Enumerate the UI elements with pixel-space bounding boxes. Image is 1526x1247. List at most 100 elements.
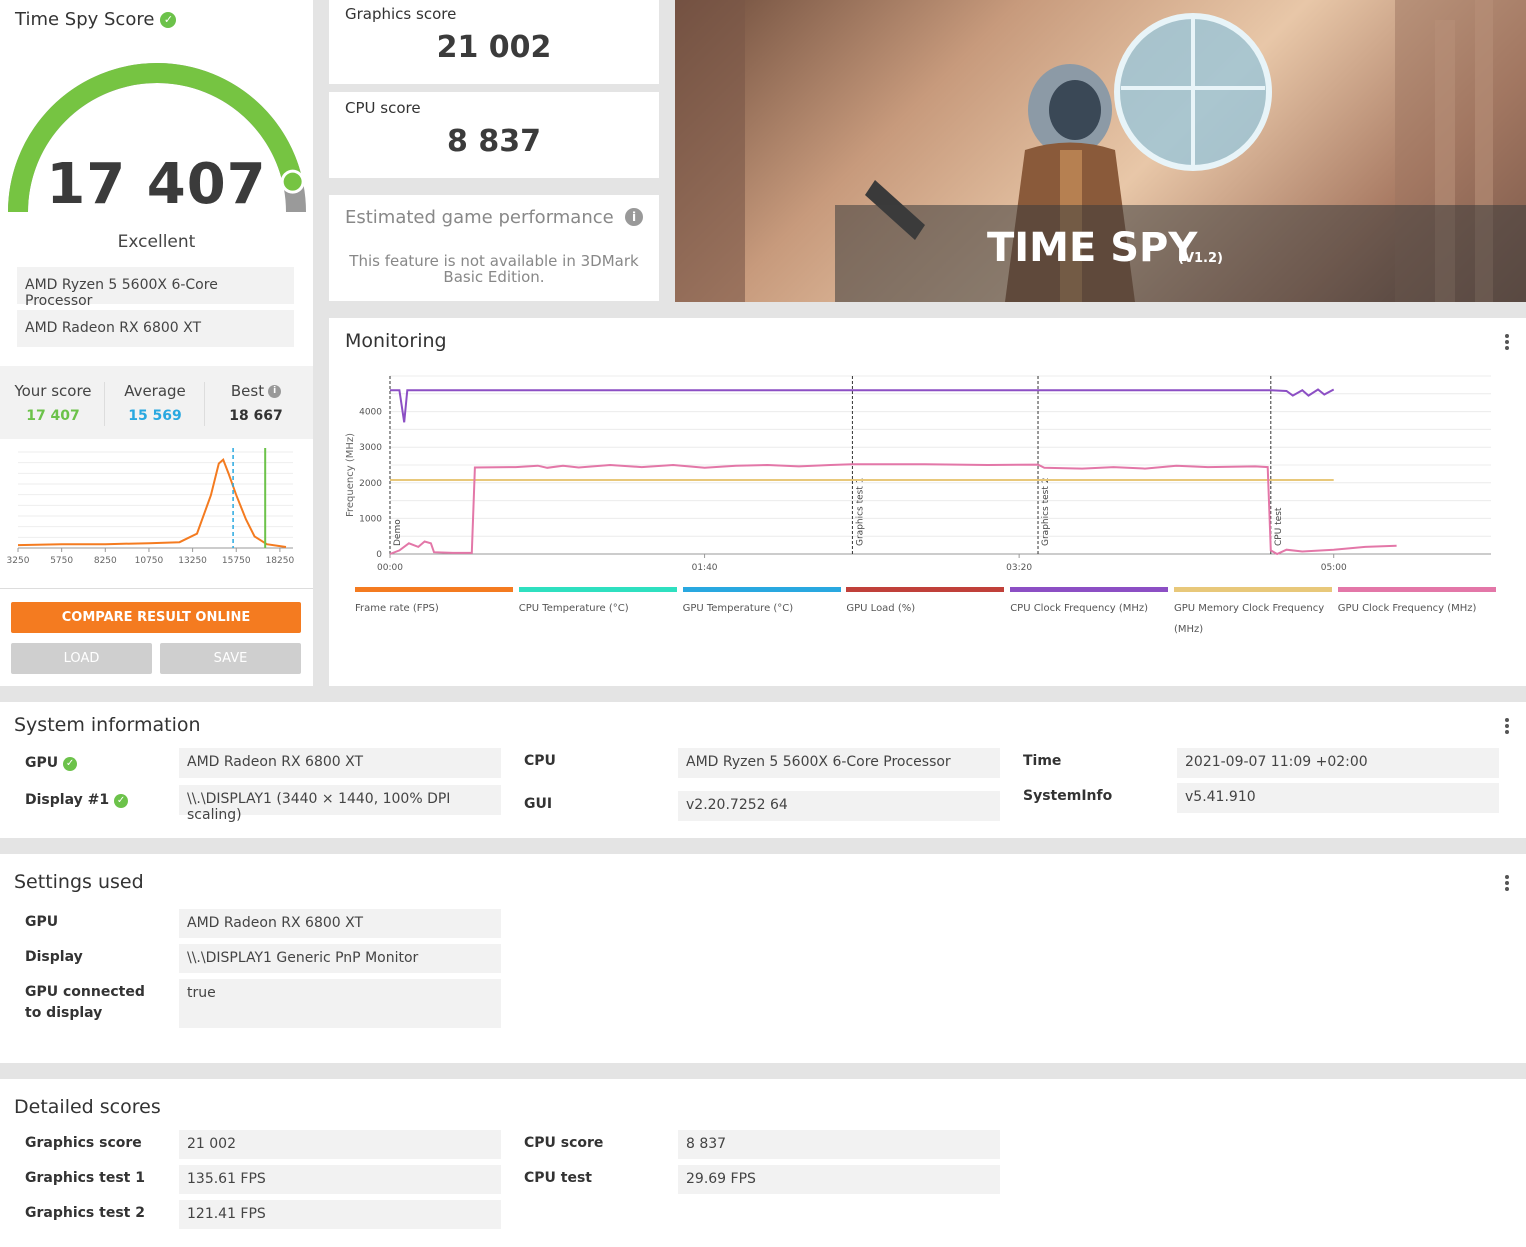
estimated-performance-title: Estimated game performance: [345, 207, 614, 228]
legend-item[interactable]: GPU Load (%): [846, 587, 1005, 619]
monitoring-title: Monitoring: [345, 330, 447, 352]
legend-label: GPU Temperature (°C): [682, 603, 794, 614]
distribution-curve: [17, 458, 287, 548]
display-label-text: Display #1: [25, 792, 110, 808]
time-value: 2021-09-07 11:09 +02:00: [1177, 748, 1499, 778]
test-marker-label: Graphics test 2: [1041, 478, 1051, 546]
legend-color-bar: [846, 587, 1005, 592]
display-value: \\.\DISPLAY1 (3440 × 1440, 100% DPI scal…: [179, 785, 501, 823]
gpu-connected-label: GPU connected to display: [25, 984, 145, 1021]
system-information-title: System information: [14, 714, 201, 736]
graphics-score-label: Graphics score: [25, 1135, 142, 1151]
legend-color-bar: [355, 587, 513, 592]
graphics-test-2-label: Graphics test 2: [25, 1205, 145, 1221]
legend-color-bar: [518, 587, 677, 592]
time-label: Time: [1023, 753, 1062, 769]
average-column: Average 15 569: [114, 382, 196, 424]
legend-label: CPU Temperature (°C): [518, 603, 629, 614]
x-tick-label: 8250: [94, 556, 117, 566]
x-tick-label: 05:00: [1321, 563, 1347, 573]
gpu-name: AMD Radeon RX 6800 XT: [17, 310, 294, 347]
gui-value: v2.20.7252 64: [678, 791, 1000, 821]
legend-item[interactable]: GPU Clock Frequency (MHz): [1337, 587, 1496, 619]
best-label: Best i: [214, 382, 298, 400]
legend-item[interactable]: GPU Memory Clock Frequency (MHz): [1174, 587, 1332, 640]
your-score-label: Your score: [14, 382, 92, 400]
load-button[interactable]: LOAD: [11, 643, 152, 674]
cpu-score-label: CPU score: [524, 1135, 604, 1151]
info-icon[interactable]: i: [268, 384, 282, 398]
check-icon: ✓: [63, 756, 78, 771]
divider: [104, 382, 105, 426]
legend-color-bar: [682, 587, 841, 592]
legend-item[interactable]: GPU Temperature (°C): [682, 587, 841, 619]
cpu-label: CPU: [524, 753, 556, 769]
legend-item[interactable]: Frame rate (FPS): [355, 587, 513, 619]
legend-color-bar: [1010, 587, 1169, 592]
x-tick-label: 10750: [135, 556, 164, 566]
x-tick-label: 5750: [50, 556, 73, 566]
gpu-value: AMD Radeon RX 6800 XT: [179, 748, 501, 778]
cpu-score-label: CPU score: [345, 99, 421, 117]
more-options-icon[interactable]: [1504, 873, 1510, 893]
graphics-score-card: Graphics score 21 002: [329, 0, 659, 84]
settings-display-value: \\.\DISPLAY1 Generic PnP Monitor: [179, 944, 501, 973]
estimated-game-performance-card: Estimated game performance i This featur…: [329, 195, 659, 301]
gauge-knob: [283, 172, 302, 191]
cpu-score-value: 8 837: [678, 1130, 1000, 1159]
gauge-fill: [8, 63, 303, 213]
info-icon[interactable]: i: [625, 208, 643, 226]
detailed-scores-title: Detailed scores: [14, 1096, 161, 1118]
cpu-test-value: 29.69 FPS: [678, 1165, 1000, 1194]
legend-color-bar: [1337, 587, 1496, 592]
series-line: [389, 463, 1397, 556]
legend-label: GPU Memory Clock Frequency (MHz): [1174, 603, 1325, 635]
more-options-icon[interactable]: [1504, 332, 1510, 352]
compare-result-online-button[interactable]: COMPARE RESULT ONLINE: [11, 602, 301, 633]
save-button[interactable]: SAVE: [160, 643, 301, 674]
score-comparison: Your score 17 407 Average 15 569 Best i …: [0, 366, 313, 439]
your-score-value: 17 407: [26, 408, 80, 424]
score-title: Time Spy Score ✓: [15, 9, 177, 30]
cpu-test-label: CPU test: [524, 1170, 592, 1186]
cpu-score-value: 8 837: [447, 124, 541, 159]
y-axis-label: Frequency (MHz): [345, 433, 356, 517]
legend-item[interactable]: CPU Temperature (°C): [518, 587, 677, 619]
score-distribution-chart: 3250 5750 8250 10750 13250 15750 18250: [7, 448, 294, 566]
detailed-scores-section: Detailed scores Graphics score 21 002 Gr…: [0, 1079, 1526, 1247]
systeminfo-label: SystemInfo: [1023, 788, 1113, 804]
best-label-text: Best: [230, 382, 265, 400]
divider: [204, 382, 205, 426]
x-tick-label: 01:40: [692, 563, 718, 573]
x-tick-label: 03:20: [1006, 563, 1032, 573]
graphics-test-2-value: 121.41 FPS: [179, 1200, 501, 1229]
system-information-section: System information GPU ✓ AMD Radeon RX 6…: [0, 702, 1526, 838]
score-gauge: [8, 63, 306, 213]
legend-color-bar: [1174, 587, 1332, 592]
legend-item[interactable]: CPU Clock Frequency (MHz): [1010, 587, 1169, 619]
gpu-label: GPU ✓: [25, 753, 78, 774]
hero-version: (V1.2): [1178, 251, 1223, 266]
best-column: Best i 18 667: [214, 382, 298, 424]
x-tick-label: 3250: [7, 556, 30, 566]
average-value: 15 569: [128, 408, 182, 424]
monitoring-chart: 0 1000 2000 3000 4000 Frequency (MHz) 00:00 01:…: [345, 375, 1491, 573]
graphics-score-value: 21 002: [179, 1130, 501, 1159]
legend-label: GPU Clock Frequency (MHz): [1337, 603, 1477, 614]
y-tick-label: 1000: [359, 514, 382, 524]
your-score-column: Your score 17 407: [12, 382, 94, 424]
legend-label: GPU Load (%): [846, 603, 916, 614]
check-icon: ✓: [114, 793, 129, 808]
score-rating: Excellent: [117, 232, 196, 252]
settings-used-section: Settings used GPU AMD Radeon RX 6800 XT …: [0, 854, 1526, 1063]
test-marker-label: Graphics test 1: [855, 478, 865, 546]
x-tick-label: 00:00: [377, 563, 403, 573]
y-tick-label: 3000: [359, 443, 382, 453]
average-label: Average: [124, 382, 186, 400]
more-options-icon[interactable]: [1504, 716, 1510, 736]
cpu-name: AMD Ryzen 5 5600X 6-Core Processor: [17, 267, 294, 309]
graphics-score-label: Graphics score: [345, 5, 457, 23]
hero-title: TIME SPY: [987, 225, 1198, 271]
gpu-connected-value: true: [179, 979, 501, 1028]
check-icon: ✓: [160, 11, 177, 28]
